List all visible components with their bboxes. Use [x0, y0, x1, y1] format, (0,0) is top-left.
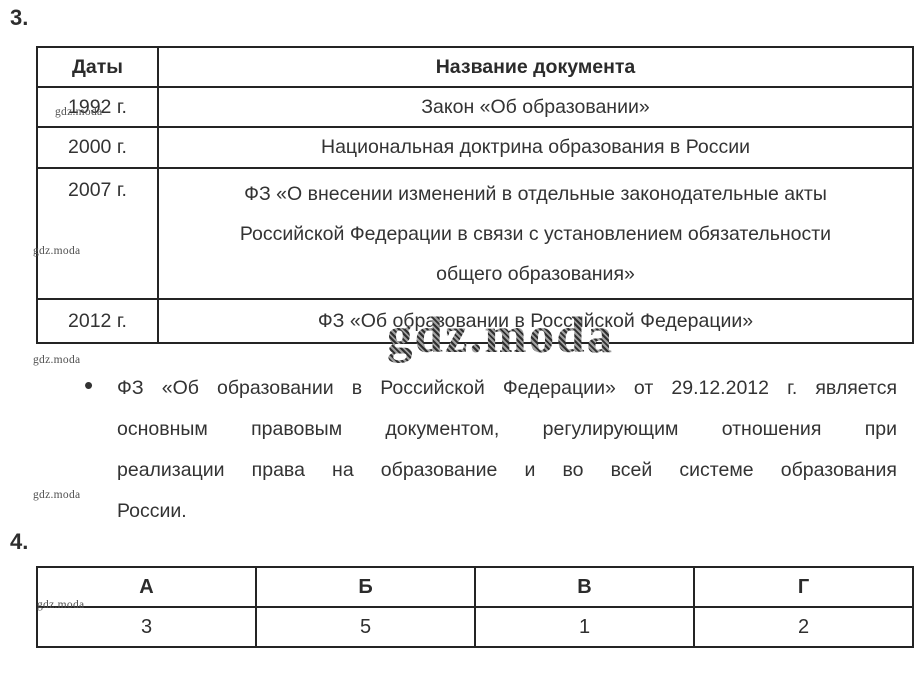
answers-table: А Б В Г 3 5 1 2	[36, 566, 914, 648]
note-line: реализации права на образование и во все…	[117, 459, 897, 481]
document-name-line: Российской Федерации в связи с установле…	[239, 222, 832, 245]
answer-value-v: 1	[474, 606, 695, 648]
document-name-cell: Национальная доктрина образования в Росс…	[157, 126, 914, 169]
answers-table-header-row: А Б В Г	[36, 566, 914, 608]
watermark-small: gdz.moda	[37, 599, 85, 611]
header-dates: Даты	[36, 46, 159, 88]
document-name-line: общего образования»	[436, 262, 635, 285]
note-line: России.	[117, 500, 187, 522]
note-paragraph: ФЗ «Об образовании в Российской Федераци…	[117, 368, 897, 532]
date-cell: 2000 г.	[36, 126, 159, 169]
documents-table: Даты Название документа 1992 г. Закон «О…	[36, 46, 914, 344]
document-name-line: ФЗ «О внесении изменений в отдельные зак…	[244, 182, 827, 205]
watermark-small: gdz.moda	[33, 489, 81, 501]
bullet-icon: •	[84, 370, 94, 400]
table-row-1992: 1992 г. Закон «Об образовании»	[36, 86, 914, 128]
document-name-cell: ФЗ «Об образовании в Российской Федераци…	[157, 298, 914, 344]
section-4-label: 4.	[10, 529, 29, 554]
document-name-cell: ФЗ «О внесении изменений в отдельные зак…	[157, 167, 914, 300]
answer-header-g: Г	[693, 566, 914, 608]
watermark-small: gdz.moda	[55, 106, 103, 118]
section-3-label: 3.	[10, 5, 29, 30]
answer-value-g: 2	[693, 606, 914, 648]
date-cell: 2012 г.	[36, 298, 159, 344]
note-line: основным правовым документом, регулирующ…	[117, 418, 897, 440]
table-row-2012: 2012 г. ФЗ «Об образовании в Российской …	[36, 298, 914, 344]
documents-table-header-row: Даты Название документа	[36, 46, 914, 88]
answer-value-a: 3	[36, 606, 257, 648]
note-line: ФЗ «Об образовании в Российской Федераци…	[117, 377, 897, 399]
watermark-large: gdz.moda	[387, 308, 615, 364]
table-row-2007: 2007 г. ФЗ «О внесении изменений в отдел…	[36, 167, 914, 300]
date-cell: 1992 г.	[36, 86, 159, 128]
table-row-2000: 2000 г. Национальная доктрина образовани…	[36, 126, 914, 169]
answer-header-b: Б	[255, 566, 476, 608]
date-cell: 2007 г.	[36, 167, 159, 300]
answer-header-v: В	[474, 566, 695, 608]
document-name-cell: Закон «Об образовании»	[157, 86, 914, 128]
answers-table-values-row: 3 5 1 2	[36, 606, 914, 648]
watermark-small: gdz.moda	[33, 354, 81, 366]
watermark-small: gdz.moda	[33, 245, 81, 257]
answer-header-a: А	[36, 566, 257, 608]
answer-value-b: 5	[255, 606, 476, 648]
header-document-name: Название документа	[157, 46, 914, 88]
